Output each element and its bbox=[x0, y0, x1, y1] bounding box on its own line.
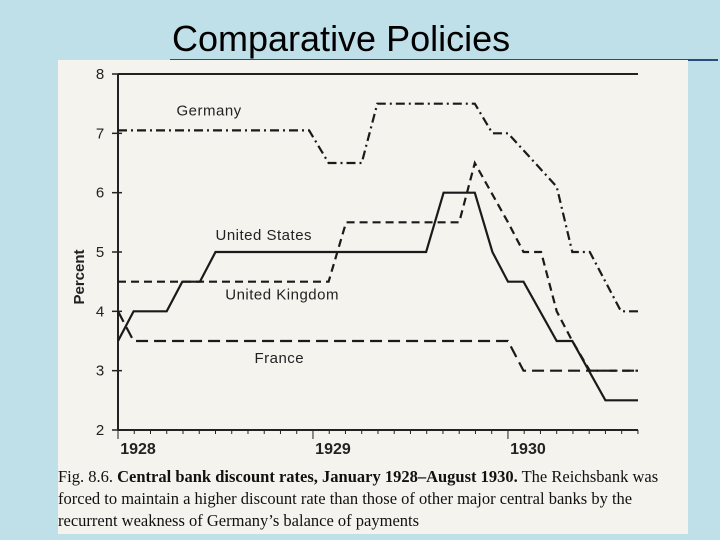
series-label-united-states: United States bbox=[215, 227, 312, 244]
series-line-united-states bbox=[117, 191, 638, 402]
y-tick-label: 3 bbox=[96, 363, 104, 380]
y-tick-label: 6 bbox=[96, 185, 104, 202]
x-tick-label: 1930 bbox=[510, 441, 546, 458]
y-tick-label: 7 bbox=[96, 125, 104, 142]
y-tick-label: 4 bbox=[96, 303, 104, 320]
series-label-germany: Germany bbox=[176, 103, 241, 120]
y-axis-title: Percent bbox=[71, 249, 88, 304]
scanned-figure-background bbox=[58, 60, 688, 534]
series-line-france bbox=[117, 310, 638, 372]
y-tick-label: 8 bbox=[96, 66, 104, 83]
x-tick-label: 1929 bbox=[315, 441, 351, 458]
series-label-united-kingdom: United Kingdom bbox=[225, 286, 339, 303]
y-tick-label: 2 bbox=[96, 422, 104, 439]
series-line-united-kingdom bbox=[118, 160, 638, 372]
series-label-france: France bbox=[254, 350, 304, 367]
caption-fig-number: Fig. 8.6. bbox=[58, 467, 114, 486]
caption-text: The Reichsbank was forced to maintain a … bbox=[58, 467, 659, 530]
caption-bold-title: Central bank discount rates, January 192… bbox=[117, 467, 518, 486]
y-tick-label: 5 bbox=[96, 244, 104, 261]
slide-title: Comparative Policies bbox=[172, 18, 511, 59]
discount-rate-chart: 2 3 4 5 6 7 8 Percent 1928 1929 1930 Germany United … bbox=[71, 66, 639, 458]
x-tick-label: 1928 bbox=[120, 441, 156, 458]
series-line-germany bbox=[118, 102, 638, 313]
figure-caption: Fig. 8.6. Central bank discount rates, J… bbox=[58, 466, 690, 532]
